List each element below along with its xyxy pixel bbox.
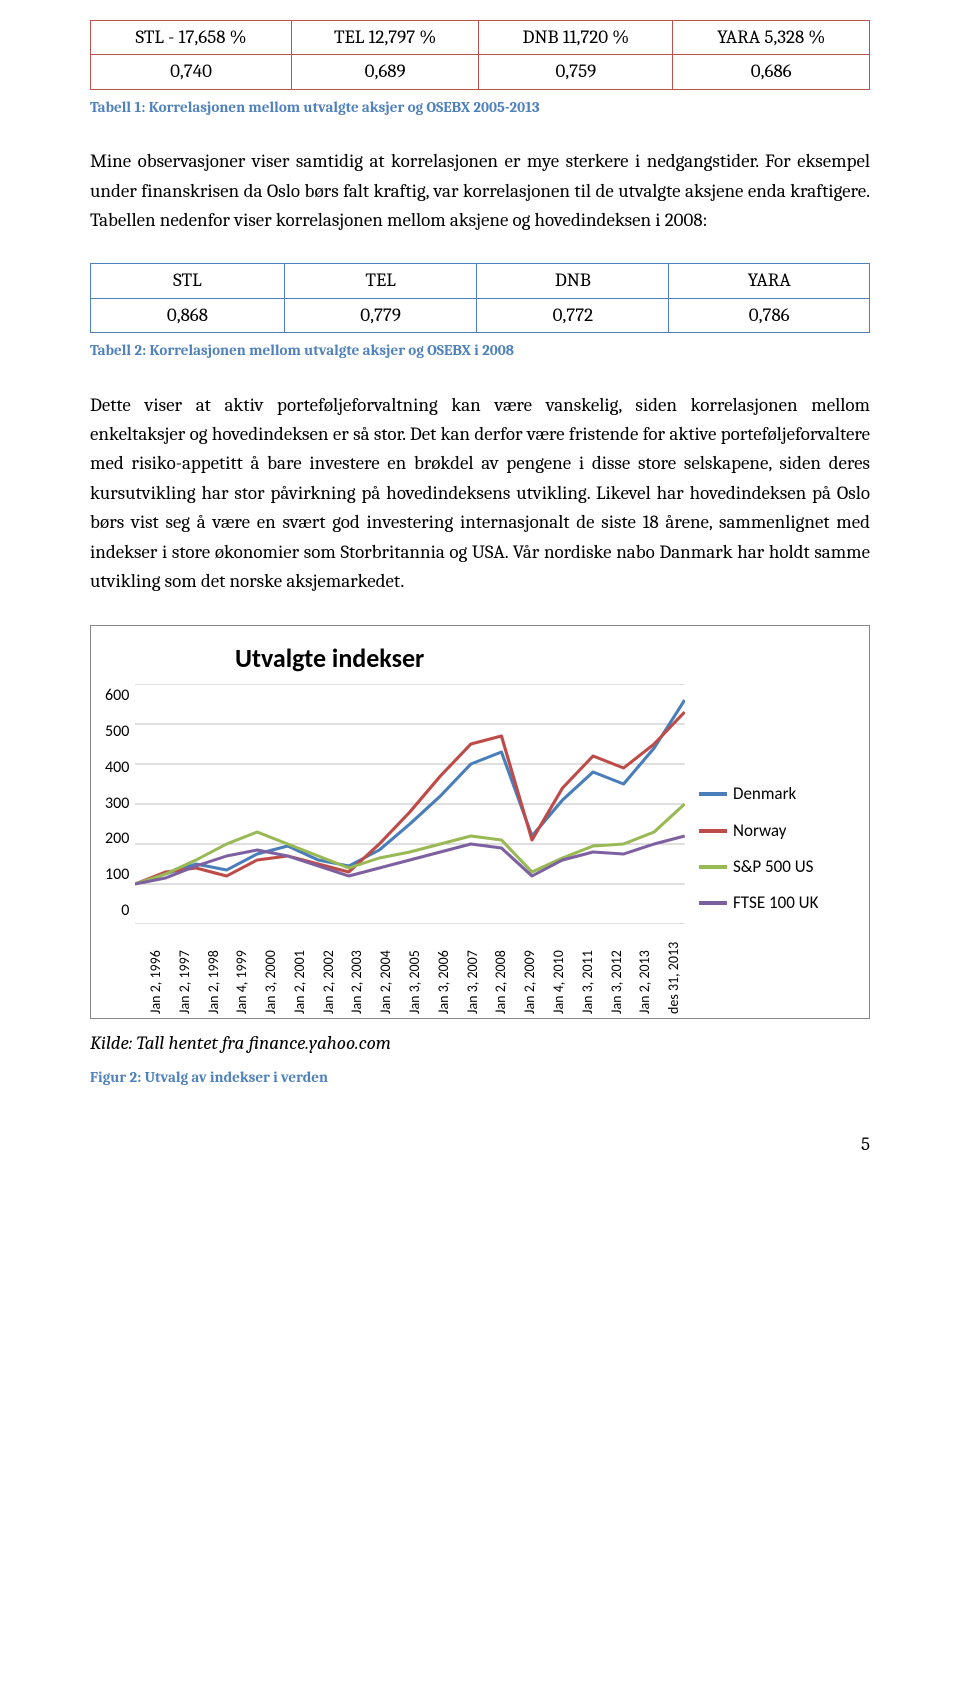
table-value-cell: 0,786 [669,298,870,332]
x-tick-label: Jan 2, 1996 [145,928,167,1014]
table-value-cell: 0,779 [284,298,476,332]
chart-series-line [135,836,685,884]
table-header-cell: YARA [669,264,870,298]
legend-item: Norway [699,818,855,844]
table-header-cell: YARA 5,328 % [673,21,870,55]
figure2-caption: Figur 2: Utvalg av indekser i verden [90,1066,870,1089]
legend-swatch [699,792,727,796]
page-number: 5 [90,1130,870,1159]
chart-series-line [135,700,685,884]
table2-caption: Tabell 2: Korrelasjonen mellom utvalgte … [90,339,870,362]
table-header-cell: DNB [477,264,669,298]
y-tick-label: 400 [105,756,129,781]
x-tick-label: Jan 3, 2000 [260,928,282,1014]
table-value-cell: 0,686 [673,55,870,89]
x-tick-label: Jan 2, 2013 [634,928,656,1014]
chart-y-axis: 600 500 400 300 200 100 0 [105,684,135,924]
table-value-cell: 0,740 [91,55,292,89]
x-tick-label: Jan 3, 2011 [577,928,599,1014]
x-tick-label: Jan 2, 2004 [375,928,397,1014]
x-tick-label: Jan 2, 2008 [490,928,512,1014]
table-header-cell: TEL 12,797 % [292,21,479,55]
table-value-cell: 0,759 [479,55,673,89]
legend-label: Norway [733,818,786,844]
x-tick-label: des 31, 2013 [663,928,685,1014]
y-tick-label: 0 [121,899,129,924]
x-tick-label: Jan 4, 1999 [231,928,253,1014]
y-tick-label: 500 [105,720,129,745]
x-tick-label: Jan 3, 2006 [433,928,455,1014]
legend-item: FTSE 100 UK [699,890,855,916]
table-header-cell: STL [91,264,285,298]
paragraph-2: Dette viser at aktiv porteføljeforvaltni… [90,391,870,597]
chart-legend: Denmark Norway S&P 500 US FTSE 100 UK [685,744,855,954]
chart-plot-area [135,684,685,924]
y-tick-label: 300 [105,792,129,817]
y-tick-label: 200 [105,827,129,852]
paragraph-1: Mine observasjoner viser samtidig at kor… [90,147,870,235]
y-tick-label: 100 [105,863,129,888]
table-value-cell: 0,689 [292,55,479,89]
legend-swatch [699,829,727,833]
legend-label: Denmark [733,781,796,807]
legend-swatch [699,901,727,905]
x-tick-label: Jan 3, 2005 [404,928,426,1014]
chart-x-axis: Jan 2, 1996 Jan 2, 1997 Jan 2, 1998 Jan 4, … [145,924,685,1014]
x-tick-label: Jan 3, 2007 [462,928,484,1014]
legend-item: Denmark [699,781,855,807]
legend-swatch [699,865,727,869]
legend-item: S&P 500 US [699,854,855,880]
legend-label: S&P 500 US [733,854,813,880]
indices-chart: Utvalgte indekser 600 500 400 300 200 100 0 Ja… [90,625,870,1019]
table-header-cell: TEL [284,264,476,298]
x-tick-label: Jan 2, 2001 [289,928,311,1014]
x-tick-label: Jan 2, 1998 [203,928,225,1014]
chart-source: Kilde: Tall hentet fra finance.yahoo.com [90,1029,870,1058]
table-value-cell: 0,772 [477,298,669,332]
table-header-cell: DNB 11,720 % [479,21,673,55]
x-tick-label: Jan 4, 2010 [548,928,570,1014]
x-tick-label: Jan 2, 2002 [318,928,340,1014]
y-tick-label: 600 [105,684,129,709]
table-header-cell: STL - 17,658 % [91,21,292,55]
x-tick-label: Jan 2, 2009 [519,928,541,1014]
x-tick-label: Jan 2, 1997 [174,928,196,1014]
x-tick-label: Jan 3, 2012 [606,928,628,1014]
chart-title: Utvalgte indekser [235,638,855,678]
legend-label: FTSE 100 UK [733,890,818,916]
table-value-cell: 0,868 [91,298,285,332]
table1-caption: Tabell 1: Korrelasjonen mellom utvalgte … [90,96,870,119]
correlation-table-2008: STLTELDNBYARA 0,8680,7790,7720,786 [90,263,870,333]
correlation-table-2005-2013: STL - 17,658 %TEL 12,797 %DNB 11,720 %YA… [90,20,870,90]
x-tick-label: Jan 2, 2003 [346,928,368,1014]
